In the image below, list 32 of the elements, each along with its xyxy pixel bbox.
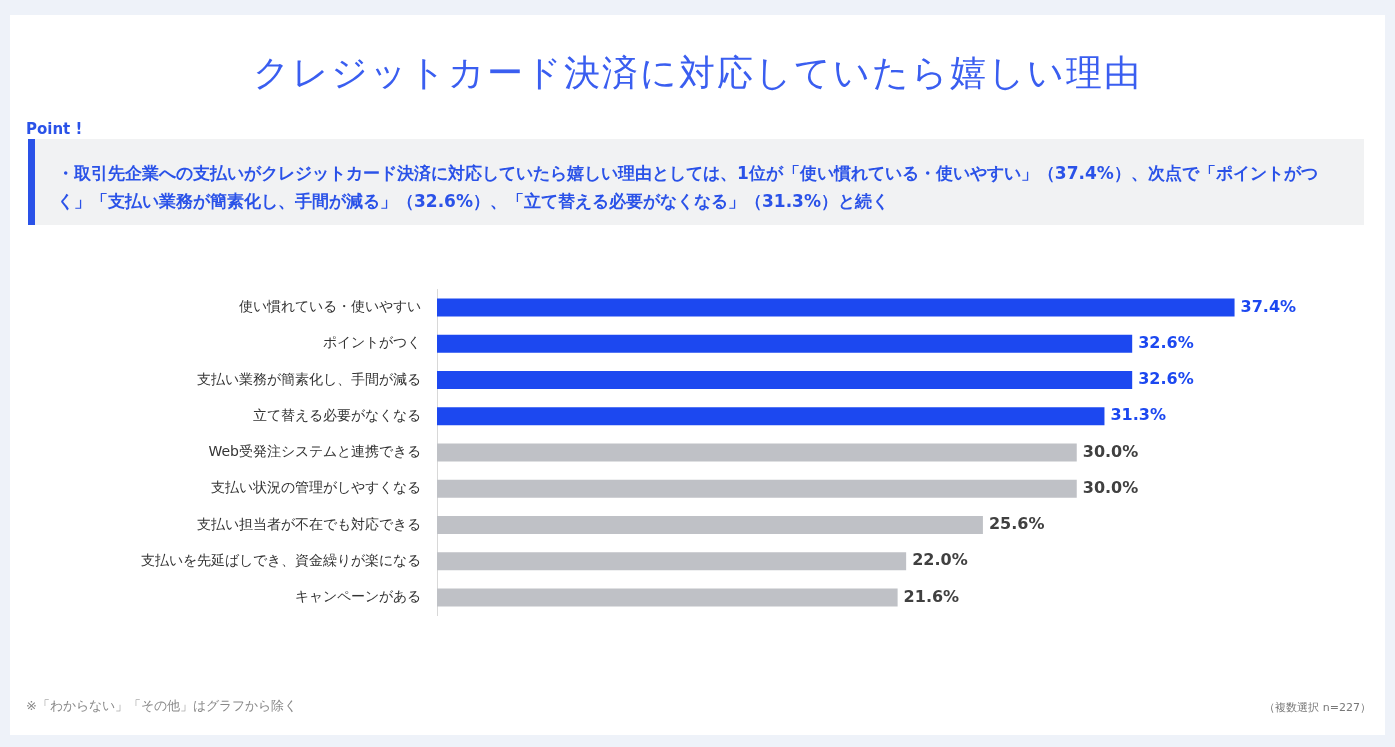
data-label: 30.0% — [1082, 441, 1139, 461]
data-label: 31.3% — [1110, 405, 1166, 425]
bar — [437, 515, 983, 535]
bar — [437, 443, 1077, 462]
data-label: 32.6% — [1138, 369, 1194, 389]
text: ・取引先企業への支払いがクレジットカード決済に対応していたら嬉しい理由としては、1位が「使い慣れている・使いやすい」（37.4%）、次点で「ポイントがつく」「支払い業務が簡素化し、手間が減る」（32.6%）、「立て替える必要がなくなる」（31.3%）と続く — [28, 139, 1364, 225]
data-label: 21.6% — [903, 586, 960, 606]
data-label: 37.4% — [1240, 296, 1297, 316]
data-label: 30.0% — [1082, 477, 1139, 497]
y-tick-label: 立て替える必要がなくなる — [253, 406, 421, 423]
y-tick-label: 支払い担当者が不在でも対応できる — [197, 515, 421, 532]
y-tick-label: Web受発注システムと連携できる — [208, 443, 421, 460]
data-label: 22.0% — [912, 550, 968, 570]
y-tick-label: 使い慣れている・使いやすい — [239, 298, 421, 315]
bar — [437, 407, 1105, 426]
text: Point ! — [26, 120, 83, 138]
chart-title: クレジットカード決済に対応していたら嬉しい理由 — [252, 51, 1143, 95]
y-tick-label: 支払いを先延ばしでき、資金繰りが楽になる — [141, 551, 421, 568]
bar — [437, 370, 1133, 390]
bar — [437, 552, 907, 571]
text: ※「わからない」「その他」はグラフから除く — [26, 697, 297, 715]
bar — [437, 298, 1235, 317]
y-tick-label: 支払い業務が簡素化し、手間が減る — [197, 370, 421, 387]
bar — [437, 334, 1133, 353]
y-tick-label: ポイントがつく — [323, 334, 421, 351]
bar — [437, 479, 1077, 498]
y-tick-label: 支払い状況の管理がしやすくなる — [211, 479, 421, 496]
data-label: 25.6% — [988, 514, 1045, 534]
text: （複数選択 n=227） — [1264, 700, 1371, 715]
data-label: 32.6% — [1138, 332, 1194, 352]
bar — [437, 588, 898, 607]
y-tick-label: キャンペーンがある — [295, 588, 421, 605]
